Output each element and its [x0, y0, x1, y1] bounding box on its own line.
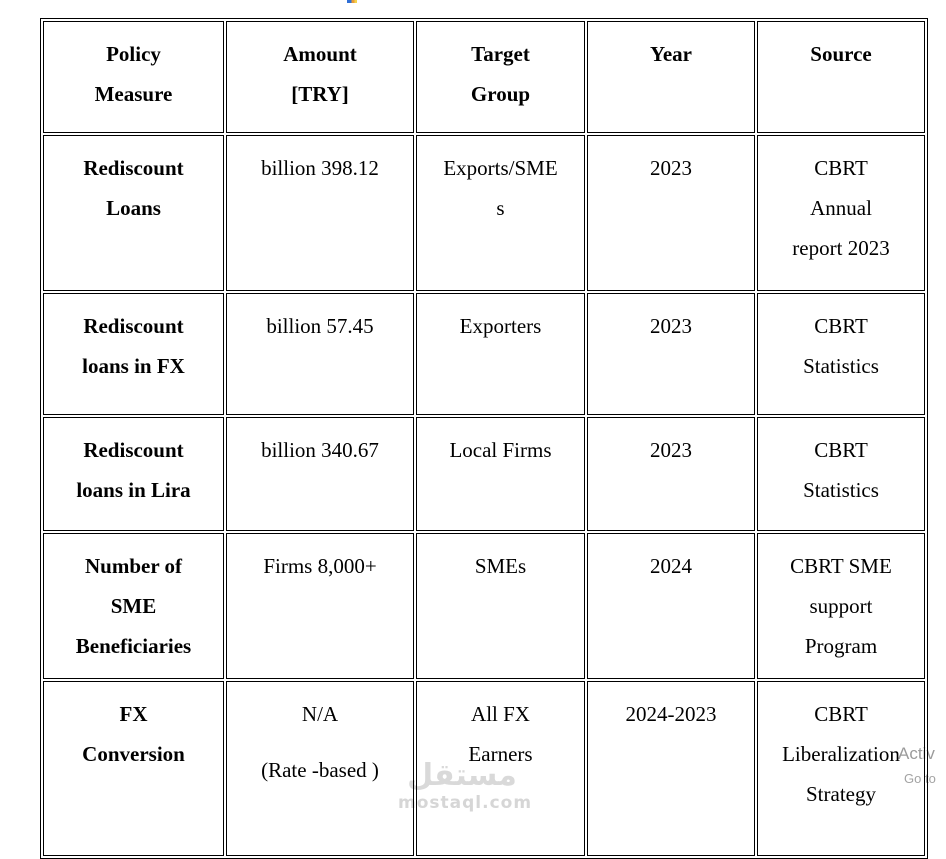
header-line: Amount: [283, 42, 357, 66]
cell-source: CBRT Annual report 2023: [757, 135, 925, 291]
cell-line: 2023: [650, 314, 692, 338]
table-row: Rediscount Loans billion 398.12 Exports/…: [43, 135, 925, 291]
cell-target-group: All FX Earners: [416, 681, 585, 856]
cell-line: Statistics: [803, 478, 879, 502]
cell-line: 2024-2023: [625, 702, 717, 726]
cell-line: SME: [110, 594, 157, 618]
cell-source: CBRT Liberalization Strategy: [757, 681, 925, 856]
cell-line: Annual: [810, 196, 872, 220]
cell-line: Local Firms: [449, 438, 552, 462]
header-line: Source: [810, 42, 872, 66]
cell-line: SMEs: [474, 554, 527, 578]
cell-measure: Rediscount loans in Lira: [43, 417, 224, 531]
cell-target-group: Local Firms: [416, 417, 585, 531]
header-line: Group: [470, 82, 531, 106]
cell-line: Exporters: [459, 314, 542, 338]
cell-measure: Rediscount Loans: [43, 135, 224, 291]
cell-line: FX: [119, 702, 148, 726]
table-row: Rediscount loans in FX billion 57.45 Exp…: [43, 293, 925, 415]
header-line: Year: [650, 42, 692, 66]
cell-measure: FX Conversion: [43, 681, 224, 856]
cell-line: billion 340.67: [261, 438, 379, 462]
header-line: Measure: [94, 82, 173, 106]
cell-source: CBRT SME support Program: [757, 533, 925, 679]
cell-line: 2024: [650, 554, 692, 578]
header-cell-target-group: Target Group: [416, 21, 585, 133]
header-line: [TRY]: [291, 82, 349, 106]
cell-year: 2024-2023: [587, 681, 755, 856]
cell-line: billion 57.45: [266, 314, 374, 338]
cell-line: Strategy: [806, 782, 876, 806]
cell-amount: Firms 8,000+: [226, 533, 414, 679]
cell-line: billion 398.12: [261, 156, 379, 180]
cell-line: Rediscount: [83, 156, 184, 180]
table-row: FX Conversion N/A (Rate -based ) All FX …: [43, 681, 925, 856]
cell-line: Firms 8,000+: [263, 554, 377, 578]
table-row: Rediscount loans in Lira billion 340.67 …: [43, 417, 925, 531]
cell-line: support: [809, 594, 873, 618]
cell-amount: billion 340.67: [226, 417, 414, 531]
cell-line: All FX: [471, 702, 530, 726]
cell-line: CBRT: [814, 702, 868, 726]
header-line: Target: [471, 42, 530, 66]
header-cell-source: Source: [757, 21, 925, 133]
cell-line: report 2023: [792, 236, 890, 260]
header-cell-policy-measure: Policy Measure: [43, 21, 224, 133]
cell-line: Statistics: [803, 354, 879, 378]
cell-line: CBRT: [814, 438, 868, 462]
table-row: Number of SME Beneficiaries Firms 8,000+…: [43, 533, 925, 679]
cell-line: Loans: [106, 196, 161, 220]
clipped-content-fragment: [347, 0, 357, 3]
cell-line: Exports/SME: [443, 156, 558, 180]
table-header-row: Policy Measure Amount [TRY] Target Group…: [43, 21, 925, 133]
cell-line: Number of: [84, 554, 183, 578]
cell-line: Conversion: [82, 742, 185, 766]
cell-line: CBRT SME: [790, 554, 892, 578]
cell-measure: Rediscount loans in FX: [43, 293, 224, 415]
cell-source: CBRT Statistics: [757, 417, 925, 531]
cell-line: CBRT: [814, 156, 868, 180]
cell-amount: billion 398.12: [226, 135, 414, 291]
policy-measures-table: Policy Measure Amount [TRY] Target Group…: [40, 18, 928, 859]
cell-year: 2023: [587, 293, 755, 415]
cell-line: loans in FX: [82, 354, 185, 378]
header-cell-year: Year: [587, 21, 755, 133]
cell-line: (Rate -based ): [261, 758, 379, 782]
cell-line: loans in Lira: [76, 478, 191, 502]
cell-line: s: [496, 196, 505, 220]
cell-line: Earners: [468, 742, 533, 766]
cell-line: Rediscount: [83, 314, 184, 338]
cell-amount: N/A (Rate -based ): [226, 681, 414, 856]
cell-line: Rediscount: [83, 438, 184, 462]
cell-year: 2024: [587, 533, 755, 679]
cell-measure: Number of SME Beneficiaries: [43, 533, 224, 679]
cell-target-group: Exporters: [416, 293, 585, 415]
cell-line: Program: [804, 634, 878, 658]
cell-line: 2023: [650, 438, 692, 462]
header-line: Policy: [106, 42, 161, 66]
header-cell-amount: Amount [TRY]: [226, 21, 414, 133]
cell-year: 2023: [587, 417, 755, 531]
cell-source: CBRT Statistics: [757, 293, 925, 415]
cell-line: N/A: [301, 702, 339, 726]
cell-target-group: Exports/SME s: [416, 135, 585, 291]
cell-line: CBRT: [814, 314, 868, 338]
cell-target-group: SMEs: [416, 533, 585, 679]
cell-year: 2023: [587, 135, 755, 291]
cell-amount: billion 57.45: [226, 293, 414, 415]
cell-line: Beneficiaries: [75, 634, 192, 658]
cell-line: Liberalization: [782, 742, 900, 766]
cell-line: 2023: [650, 156, 692, 180]
